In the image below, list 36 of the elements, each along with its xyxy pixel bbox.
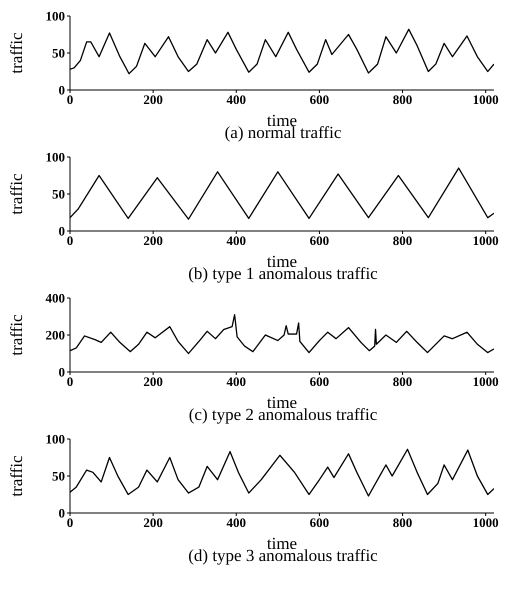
x-tick-label: 200 (143, 515, 163, 530)
x-tick-label: 400 (226, 92, 246, 108)
y-tick-label: 0 (58, 364, 65, 380)
y-axis-title: traffic (7, 454, 26, 497)
x-tick-label: 600 (310, 374, 330, 390)
x-tick-label: 800 (392, 374, 412, 390)
y-tick-label: 50 (52, 468, 65, 484)
y-axis-title: traffic (7, 32, 26, 74)
x-tick-label: 800 (392, 92, 412, 108)
x-tick-label: 600 (310, 92, 330, 108)
x-tick-label: 1000 (472, 233, 499, 248)
y-tick-label: 0 (58, 506, 65, 521)
y-tick-label: 100 (46, 8, 65, 24)
x-tick-label: 400 (226, 233, 246, 248)
y-tick-label: 0 (58, 82, 65, 98)
x-tick-label: 600 (310, 515, 330, 530)
x-tick-label: 800 (392, 233, 412, 248)
x-tick-label: 1000 (472, 515, 499, 530)
y-tick-label: 200 (46, 328, 65, 343)
y-axis-title: traffic (7, 314, 26, 356)
x-tick-label: 400 (226, 374, 246, 390)
x-tick-label: 200 (143, 374, 163, 390)
x-tick-label: 600 (310, 233, 330, 248)
x-tick-label: 1000 (472, 92, 499, 108)
y-tick-label: 50 (52, 46, 65, 61)
y-tick-label: 100 (46, 150, 65, 165)
x-tick-label: 400 (226, 515, 246, 530)
y-tick-label: 50 (52, 186, 65, 202)
y-axis-title: traffic (7, 172, 26, 215)
x-tick-label: 800 (392, 515, 412, 530)
x-tick-label: 200 (143, 233, 163, 248)
y-tick-label: 400 (46, 290, 65, 306)
y-tick-label: 100 (46, 432, 65, 447)
x-tick-label: 1000 (472, 374, 499, 390)
y-tick-label: 0 (58, 224, 65, 239)
x-tick-label: 200 (143, 92, 163, 108)
